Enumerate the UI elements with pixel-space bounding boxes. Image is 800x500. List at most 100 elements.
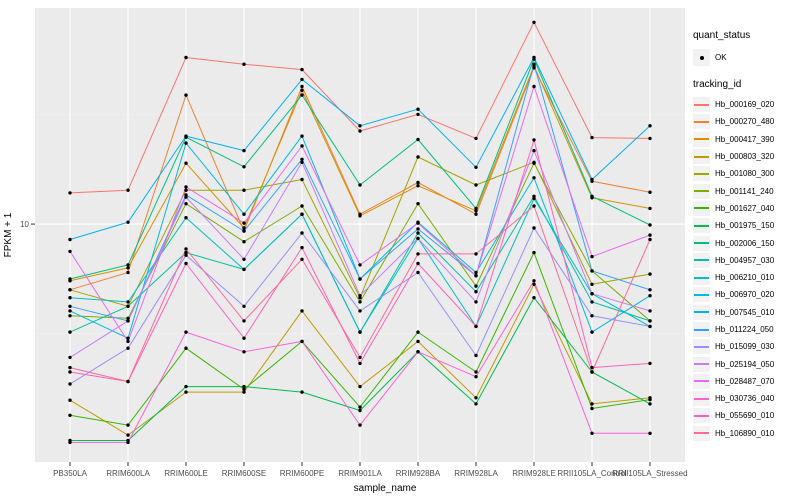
x-axis-title: sample_name xyxy=(354,483,417,494)
legend-item-Hb_028487_070: Hb_028487_070 xyxy=(693,373,799,390)
legend-swatch xyxy=(693,200,710,216)
legend-item-label: Hb_030736_040 xyxy=(715,394,775,404)
legend-color-line-icon xyxy=(694,155,709,158)
legend-item-Hb_002006_150: Hb_002006_150 xyxy=(693,234,799,251)
legend-color-line-icon xyxy=(694,414,709,417)
chart-canvas: PB350LA RRIM600LA RRIM600LE RRIM600SE RRIM60… xyxy=(3,8,688,494)
legend-item-Hb_001080_300: Hb_001080_300 xyxy=(693,165,799,182)
legend-item-label: Hb_001975_150 xyxy=(715,221,775,231)
legend-item-label: Hb_000803_320 xyxy=(715,152,775,162)
legend-key-box xyxy=(693,49,710,66)
legend-item-label: Hb_028487_070 xyxy=(715,376,775,386)
legend-color-line-icon xyxy=(694,432,709,435)
legend-color-line-icon xyxy=(694,138,709,141)
legend-quant-status-title: quant_status xyxy=(693,30,751,41)
legend-swatch xyxy=(693,270,710,286)
legend-item-label: Hb_001627_040 xyxy=(715,203,775,213)
x-tick-label: RRIM928LA xyxy=(454,469,498,478)
legend-swatch xyxy=(693,425,710,441)
y-axis-title: FPKM + 1 xyxy=(3,212,14,257)
legend-item-label: Hb_055690_010 xyxy=(715,411,775,421)
legend-color-line-icon xyxy=(694,259,709,262)
legend-color-line-icon xyxy=(694,397,709,400)
legend-item-Hb_025194_050: Hb_025194_050 xyxy=(693,355,799,372)
legend-swatch xyxy=(693,149,710,165)
legend-item-Hb_000169_020: Hb_000169_020 xyxy=(693,96,799,113)
legend-swatch xyxy=(693,408,710,424)
legend-swatch xyxy=(693,218,710,234)
legend-item-Hb_001627_040: Hb_001627_040 xyxy=(693,200,799,217)
x-tick-label: RRIM600SE xyxy=(222,469,266,478)
legend-swatch xyxy=(693,183,710,199)
legend-item-Hb_006210_010: Hb_006210_010 xyxy=(693,269,799,286)
legend-color-line-icon xyxy=(694,328,709,331)
legend-item-Hb_000803_320: Hb_000803_320 xyxy=(693,148,799,165)
legend-color-line-icon xyxy=(694,380,709,383)
legend-swatch xyxy=(693,287,710,303)
legend-swatch xyxy=(693,131,710,147)
legend-swatch xyxy=(693,252,710,268)
legend-quant-status-label: OK xyxy=(715,53,727,62)
legend-swatch xyxy=(693,304,710,320)
legend: quant_status OK tracking_id Hb_000169_02… xyxy=(693,0,799,442)
x-tick-label: RRIM901LA xyxy=(338,469,382,478)
legend-color-line-icon xyxy=(694,293,709,296)
legend-item-label: Hb_015099_030 xyxy=(715,342,775,352)
x-tick-label: RRIM600PE xyxy=(280,469,324,478)
legend-item-label: Hb_001141_240 xyxy=(715,186,774,196)
legend-item-label: Hb_000169_020 xyxy=(715,100,775,110)
legend-swatch xyxy=(693,114,710,130)
legend-color-line-icon xyxy=(694,103,709,106)
x-tick-label: RRIM928BA xyxy=(396,469,441,478)
legend-item-label: Hb_000270_480 xyxy=(715,117,775,127)
legend-item-label: Hb_011224_050 xyxy=(715,325,774,334)
legend-color-line-icon xyxy=(694,190,709,193)
legend-tracking-id-items: Hb_000169_020 Hb_000270_480 Hb_000417_390 H… xyxy=(693,96,799,442)
legend-swatch xyxy=(693,97,710,113)
x-tick-label: PB350LA xyxy=(53,469,87,478)
legend-item-Hb_055690_010: Hb_055690_010 xyxy=(693,407,799,424)
legend-color-line-icon xyxy=(694,242,709,245)
axes: PB350LA RRIM600LA RRIM600LE RRIM600SE RRIM60… xyxy=(3,212,688,494)
x-tick-label: RRIM600LE xyxy=(164,469,208,478)
legend-item-Hb_001141_240: Hb_001141_240 xyxy=(693,182,799,199)
legend-item-label: Hb_106890_010 xyxy=(715,428,775,438)
legend-swatch xyxy=(693,322,710,337)
legend-item-label: Hb_007545_010 xyxy=(715,307,775,317)
legend-item-label: Hb_002006_150 xyxy=(715,238,775,248)
legend-swatch xyxy=(693,166,710,182)
legend-item-Hb_006970_020: Hb_006970_020 xyxy=(693,286,799,303)
legend-swatch xyxy=(693,356,710,372)
legend-item-Hb_004957_030: Hb_004957_030 xyxy=(693,252,799,269)
legend-quant-status-key: OK xyxy=(693,49,799,66)
legend-item-Hb_001975_150: Hb_001975_150 xyxy=(693,217,799,234)
legend-swatch xyxy=(693,391,710,407)
legend-swatch xyxy=(693,373,710,389)
x-tick-label: RRII105LA_Control xyxy=(557,469,627,478)
legend-item-label: Hb_004957_030 xyxy=(715,255,775,265)
legend-item-Hb_000417_390: Hb_000417_390 xyxy=(693,131,799,148)
ok-point-icon xyxy=(699,55,704,60)
data-points xyxy=(68,20,652,445)
legend-color-line-icon xyxy=(694,120,709,123)
legend-item-label: Hb_000417_390 xyxy=(715,134,775,144)
x-tick-label: RRIM928LE xyxy=(512,469,556,478)
legend-item-Hb_000270_480: Hb_000270_480 xyxy=(693,113,799,130)
legend-tracking-id-title: tracking_id xyxy=(693,79,742,90)
legend-swatch xyxy=(693,339,710,355)
legend-item-Hb_007545_010: Hb_007545_010 xyxy=(693,304,799,321)
legend-item-Hb_011224_050: Hb_011224_050 xyxy=(693,321,799,338)
legend-color-line-icon xyxy=(694,345,709,348)
legend-color-line-icon xyxy=(694,311,709,314)
x-tick-label: RRIM600LA xyxy=(106,469,150,478)
y-tick-label: 10 xyxy=(20,220,29,229)
legend-color-line-icon xyxy=(694,224,709,227)
legend-color-line-icon xyxy=(694,363,709,366)
legend-item-label: Hb_006970_020 xyxy=(715,290,775,300)
legend-color-line-icon xyxy=(694,276,709,279)
legend-item-Hb_015099_030: Hb_015099_030 xyxy=(693,338,799,355)
legend-item-Hb_106890_010: Hb_106890_010 xyxy=(693,425,799,442)
legend-item-label: Hb_025194_050 xyxy=(715,359,775,369)
legend-item-Hb_030736_040: Hb_030736_040 xyxy=(693,390,799,407)
